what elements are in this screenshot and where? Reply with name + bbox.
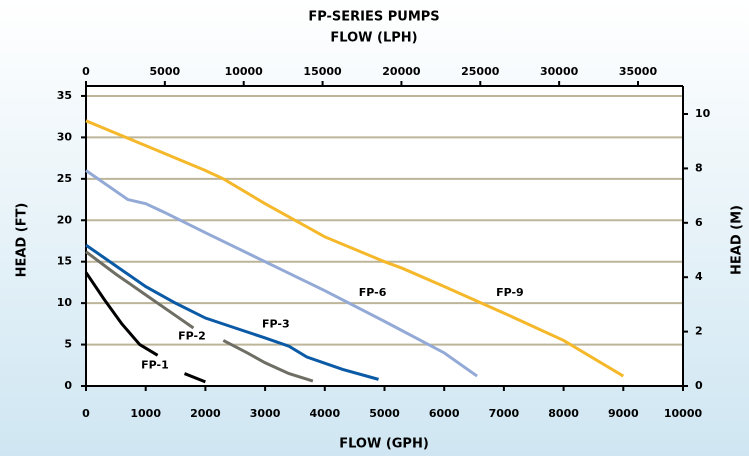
series-line bbox=[85, 169, 478, 378]
y2-tick-label: 2 bbox=[695, 325, 703, 338]
x2-tick-label: 20000 bbox=[382, 65, 421, 78]
x-tick-label: 4000 bbox=[309, 407, 340, 420]
x-tick-label: 0 bbox=[82, 407, 90, 420]
series-label: FP-3 bbox=[262, 318, 290, 331]
chart-title: FP-SERIES PUMPS bbox=[308, 10, 439, 25]
y-tick-label: 30 bbox=[57, 130, 73, 143]
series-label: FP-2 bbox=[178, 329, 206, 342]
x-tick-label: 6000 bbox=[429, 407, 460, 420]
x-axis-label: FLOW (GPH) bbox=[339, 437, 429, 452]
y-tick-label: 10 bbox=[57, 296, 73, 309]
x2-tick-label: 5000 bbox=[150, 65, 181, 78]
x-tick-label: 7000 bbox=[489, 407, 520, 420]
x-tick-label: 10000 bbox=[664, 407, 703, 420]
x2-tick-label: 10000 bbox=[225, 65, 264, 78]
series-line bbox=[84, 271, 159, 357]
y2-axis-label: HEAD (M) bbox=[730, 205, 745, 275]
y2-tick-label: 4 bbox=[695, 270, 703, 283]
series-line bbox=[85, 119, 625, 378]
y2-tick-label: 6 bbox=[695, 216, 703, 229]
x-tick-label: 3000 bbox=[250, 407, 281, 420]
x2-tick-label: 0 bbox=[82, 65, 90, 78]
y-axis-label: HEAD (FT) bbox=[15, 203, 30, 278]
x2-tick-label: 30000 bbox=[540, 65, 579, 78]
series-label: FP-9 bbox=[496, 286, 524, 299]
x2-tick-label: 35000 bbox=[619, 65, 658, 78]
series-line bbox=[85, 243, 379, 381]
x-tick-label: 8000 bbox=[548, 407, 579, 420]
y-tick-label: 0 bbox=[64, 379, 72, 392]
x-tick-label: 5000 bbox=[369, 407, 400, 420]
y2-tick-label: 8 bbox=[695, 161, 703, 174]
y-tick-label: 20 bbox=[57, 213, 73, 226]
x2-tick-label: 15000 bbox=[303, 65, 342, 78]
series-label: FP-6 bbox=[359, 286, 387, 299]
series-line bbox=[85, 250, 195, 330]
y-tick-label: 15 bbox=[57, 255, 72, 268]
series-label: FP-1 bbox=[141, 358, 169, 371]
y2-tick-label: 0 bbox=[695, 379, 703, 392]
x-tick-label: 2000 bbox=[190, 407, 221, 420]
y-tick-label: 35 bbox=[57, 89, 72, 102]
y-tick-label: 5 bbox=[64, 338, 72, 351]
x2-tick-label: 25000 bbox=[461, 65, 500, 78]
x-tick-label: 9000 bbox=[608, 407, 639, 420]
x-tick-label: 1000 bbox=[130, 407, 161, 420]
y2-tick-label: 10 bbox=[695, 107, 711, 120]
x2-axis-label: FLOW (LPH) bbox=[330, 31, 417, 46]
y-tick-label: 25 bbox=[57, 172, 72, 185]
series-line bbox=[183, 372, 206, 384]
series-line bbox=[222, 339, 314, 383]
plot-area bbox=[86, 86, 683, 386]
